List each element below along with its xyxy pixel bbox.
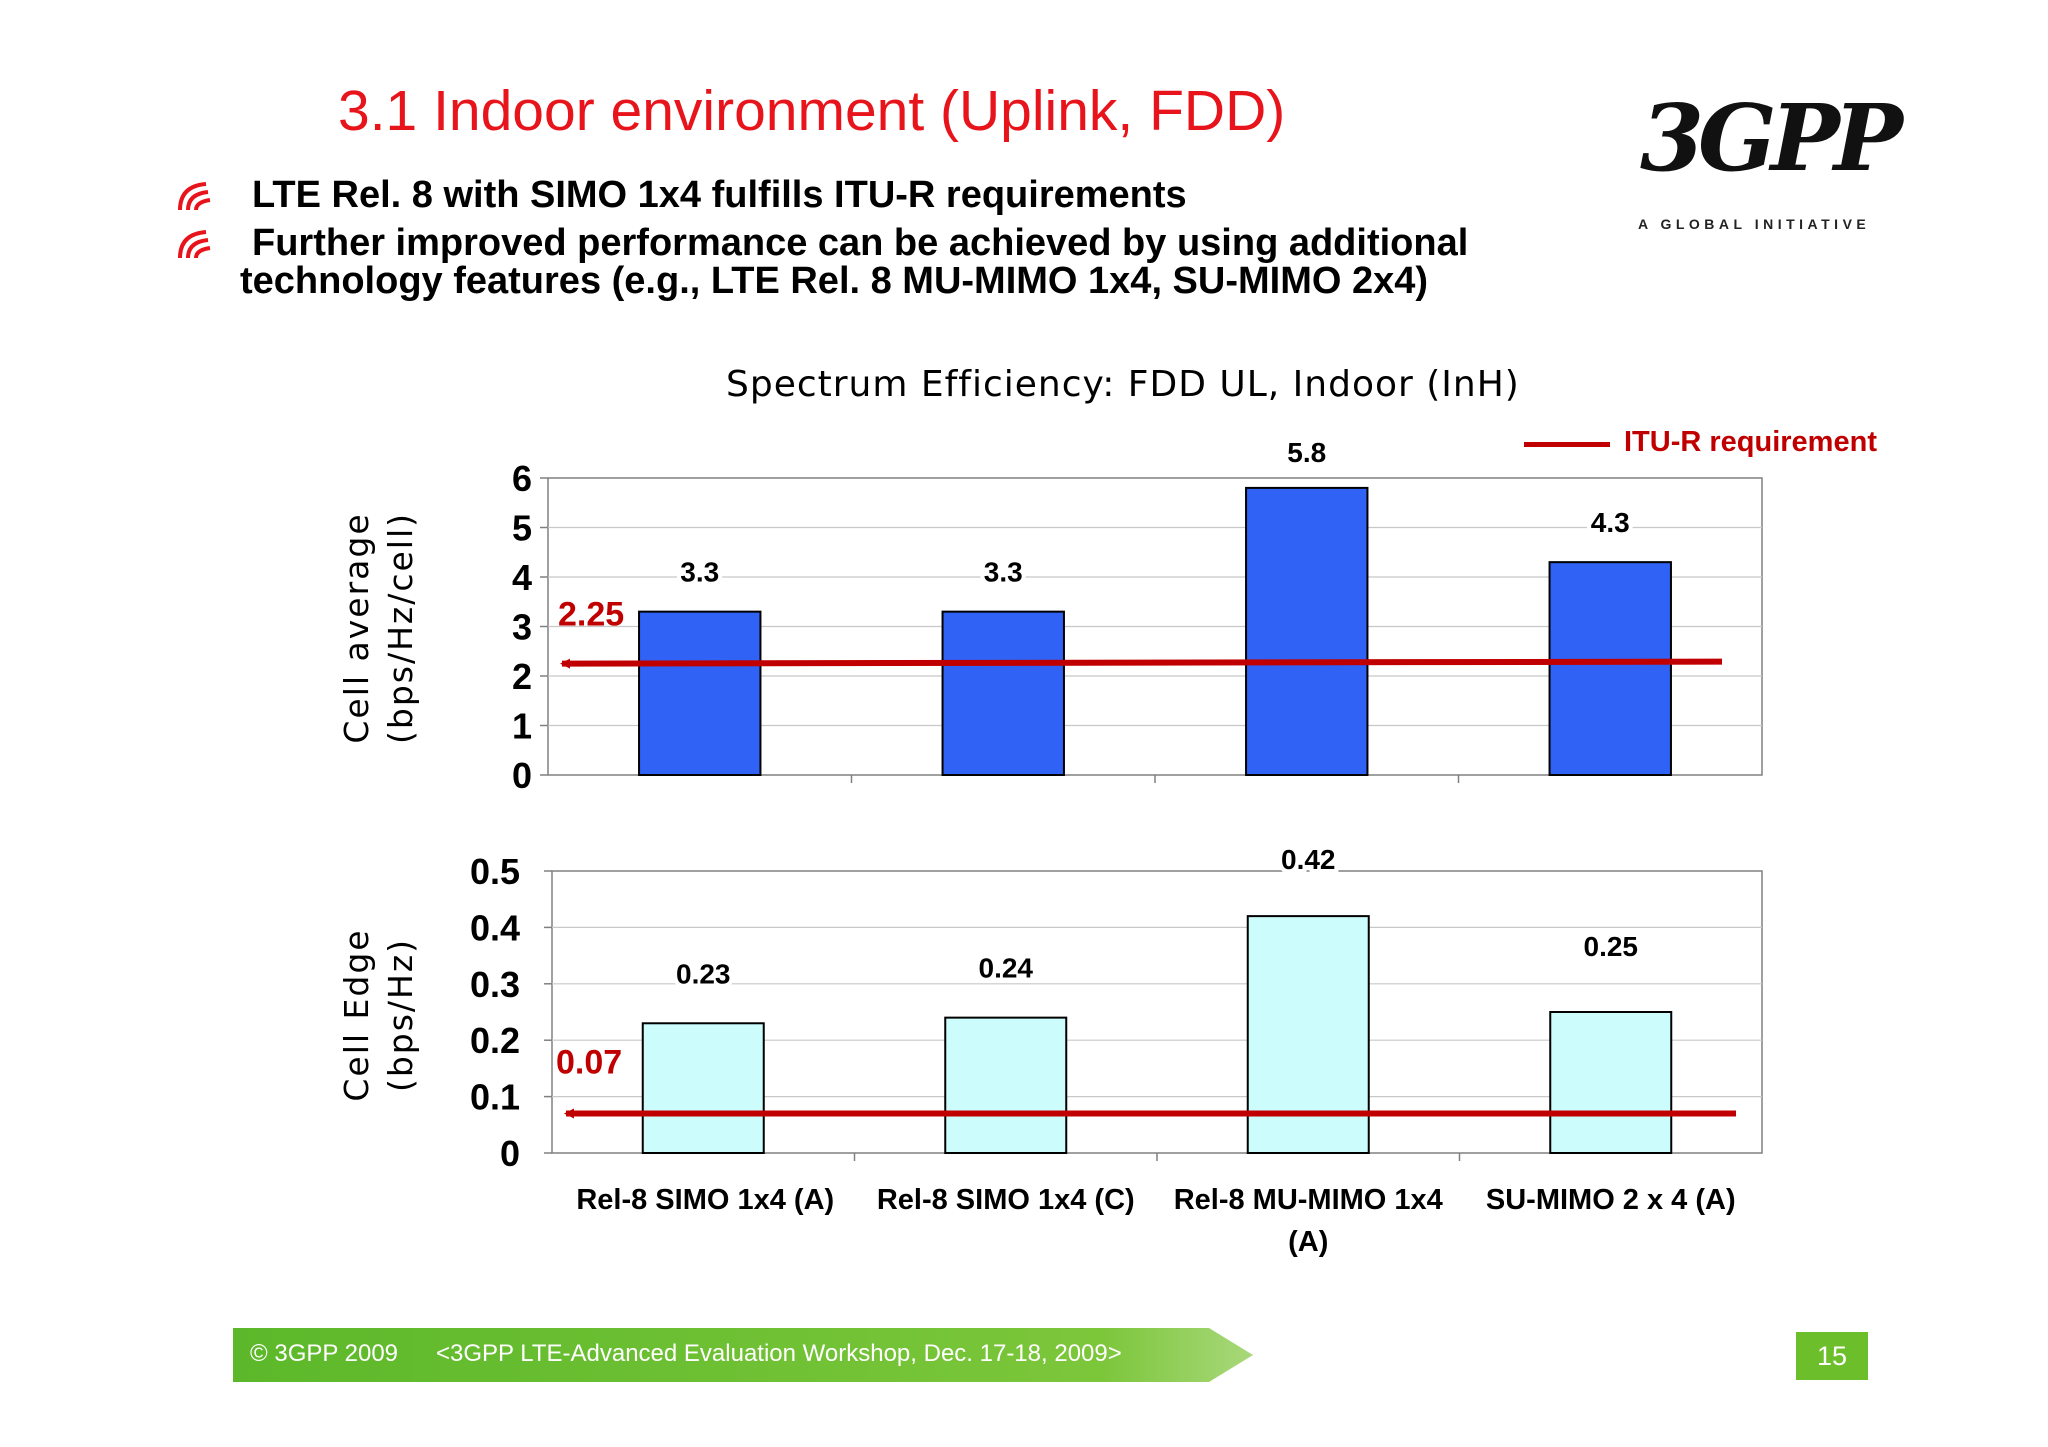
category-label: Rel-8 MU-MIMO 1x4 bbox=[1174, 1184, 1443, 1216]
page-number: 15 bbox=[1796, 1332, 1868, 1380]
data-label: 0.25 bbox=[1584, 931, 1639, 962]
y-tick-label: 6 bbox=[512, 458, 532, 499]
data-label: 0.23 bbox=[676, 958, 731, 989]
bullet-arc-icon bbox=[178, 230, 211, 259]
bar bbox=[941, 610, 1065, 777]
y-tick-label: 0 bbox=[512, 755, 532, 796]
bar bbox=[1246, 915, 1370, 1154]
requirement-line bbox=[560, 658, 1723, 669]
y-tick-label: 0.2 bbox=[470, 1020, 520, 1061]
data-label: 3.3 bbox=[984, 557, 1023, 588]
y-tick-label: 4 bbox=[512, 557, 532, 598]
legend-requirement-swatch bbox=[1524, 442, 1610, 447]
y-tick-label: 2 bbox=[512, 656, 532, 697]
bullet-2-line-1: Further improved performance can be achi… bbox=[252, 222, 1469, 264]
data-label: 0.24 bbox=[979, 953, 1034, 984]
bullet-2-line-2: technology features (e.g., LTE Rel. 8 MU… bbox=[240, 260, 1429, 302]
requirement-value-label: 0.07 bbox=[556, 1044, 622, 1082]
3gpp-logo: 3GPP A GLOBAL INITIATIVE bbox=[1630, 84, 1903, 234]
y-axis-label: (bps/Hz/cell) bbox=[381, 512, 420, 744]
data-label: 3.3 bbox=[680, 557, 719, 588]
y-tick-label: 3 bbox=[512, 607, 532, 648]
requirement-value-label: 2.25 bbox=[558, 596, 624, 634]
bar bbox=[1548, 561, 1672, 777]
y-tick-label: 1 bbox=[512, 706, 532, 747]
bar bbox=[638, 610, 762, 777]
footer-copyright: © 3GPP 2009 bbox=[250, 1340, 399, 1367]
y-tick-label: 0 bbox=[500, 1133, 520, 1174]
y-tick-label: 0.1 bbox=[470, 1077, 520, 1118]
legend-requirement-label: ITU-R requirement bbox=[1624, 426, 1877, 458]
bullet-arc-icon bbox=[178, 182, 211, 211]
bar bbox=[641, 1022, 765, 1155]
y-axis-label: (bps/Hz) bbox=[381, 938, 420, 1092]
y-axis-label: Cell Edge bbox=[337, 928, 376, 1101]
category-label: SU-MIMO 2 x 4 (A) bbox=[1486, 1184, 1736, 1216]
data-label: 0.42 bbox=[1281, 844, 1336, 875]
bar bbox=[1245, 486, 1369, 776]
y-tick-label: 0.5 bbox=[470, 851, 520, 892]
data-label: 5.8 bbox=[1287, 437, 1326, 468]
y-tick-label: 0.3 bbox=[470, 964, 520, 1005]
y-axis-label: Cell average bbox=[337, 512, 376, 743]
slide-title: 3.1 Indoor environment (Uplink, FDD) bbox=[338, 79, 1286, 143]
y-tick-label: 0.4 bbox=[470, 907, 520, 948]
data-label: 4.3 bbox=[1591, 507, 1630, 538]
bullet-1: LTE Rel. 8 with SIMO 1x4 fulfills ITU-R … bbox=[252, 174, 1187, 216]
category-label: Rel-8 SIMO 1x4 (C) bbox=[877, 1184, 1135, 1216]
bar bbox=[944, 1016, 1068, 1155]
logo-mark: 3GPP bbox=[1640, 84, 1903, 192]
footer-event: <3GPP LTE-Advanced Evaluation Workshop, … bbox=[436, 1340, 1122, 1367]
footer-bar bbox=[233, 1328, 1253, 1382]
category-label: (A) bbox=[1288, 1226, 1328, 1258]
chart-title: Spectrum Efficiency: FDD UL, Indoor (InH… bbox=[726, 364, 1520, 405]
y-tick-label: 5 bbox=[512, 508, 532, 549]
category-label: Rel-8 SIMO 1x4 (A) bbox=[576, 1184, 834, 1216]
logo-tagline: A GLOBAL INITIATIVE bbox=[1638, 216, 1871, 232]
bar bbox=[1549, 1011, 1673, 1154]
